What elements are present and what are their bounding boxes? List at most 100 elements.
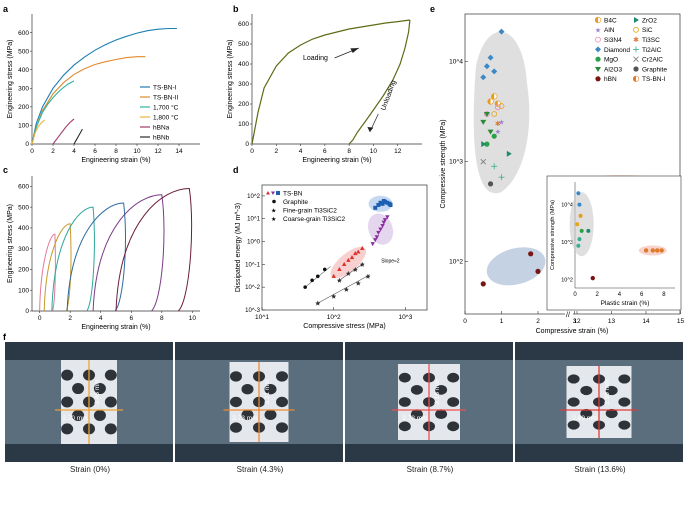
point-open [498, 103, 505, 109]
legend-label-3: Diamond [604, 47, 630, 54]
x-tick-label: 8 [160, 315, 164, 322]
specimen-hole [435, 409, 448, 420]
point-circle [491, 133, 497, 139]
annotation-slope-1: Slope≈2 [381, 259, 400, 265]
specimen-hole [104, 396, 117, 408]
loop-0 [39, 233, 56, 312]
point-cross [480, 158, 487, 165]
specimen-hole [264, 384, 277, 395]
x-tick-label: 13 [608, 318, 616, 325]
inset-point-6 [577, 237, 582, 242]
axis-break-mark: // [566, 312, 570, 319]
point-star [343, 286, 349, 292]
photo-bottom-plate-0 [5, 444, 173, 462]
legend-label-6: hBN [604, 76, 617, 83]
specimen-hole [276, 396, 289, 408]
y-tick-label: 10^0 [247, 240, 260, 246]
specimen-hole [264, 409, 277, 420]
loop-2 [51, 206, 95, 312]
legend-label-0: B4C [604, 17, 617, 24]
inset-point-4 [579, 228, 584, 233]
x-tick-label: 6 [129, 315, 133, 322]
x-tick-label: 12 [573, 318, 581, 325]
point-triangle [360, 245, 365, 251]
specimen-hole [241, 384, 254, 395]
point-star: ★ [595, 26, 601, 34]
point-triangle-down [382, 218, 388, 223]
point-triangle-down [373, 238, 378, 243]
x-tick-label: 0 [38, 315, 42, 322]
x-axis-label: Engineering strain (%) [81, 324, 150, 331]
point-star: ★ [495, 128, 501, 136]
point-open [491, 111, 498, 117]
inset-x-axis-label: Plastic strain (%) [601, 300, 650, 307]
y-axis-label: Compressive strength (MPa) [440, 119, 447, 208]
y-tick-label: 500 [18, 204, 29, 211]
point-triangle-down [480, 119, 487, 125]
specimen-hole [398, 421, 411, 432]
point-star: ★ [498, 118, 504, 126]
specimen-hole [61, 369, 74, 381]
inset-point-7 [576, 243, 581, 248]
point-triangle [356, 249, 361, 254]
point-square [388, 202, 393, 207]
specimen-hole [93, 383, 106, 395]
specimen-hole [398, 397, 411, 407]
panel-label-e: e [430, 4, 435, 14]
point-star [352, 266, 358, 272]
y-tick-label: 500 [18, 48, 29, 55]
guide-line-coarse [317, 274, 371, 304]
specimen-hole [435, 384, 448, 395]
legend-label-1: Graphite [283, 199, 308, 206]
y-tick-label: 0 [245, 141, 249, 148]
specimen-hole [104, 423, 117, 435]
y-axis-label: Engineering stress (MPa) [7, 40, 14, 119]
point-triangle-down [385, 215, 390, 220]
y-tick-label: 400 [18, 67, 29, 74]
arrow-head-loading [350, 48, 359, 53]
legend-marker: ★ [271, 208, 276, 215]
series-line-2 [31, 80, 75, 145]
point-square [378, 200, 383, 205]
y-tick-label: 600 [18, 184, 29, 191]
point-diamond [487, 54, 494, 61]
legend-label-10: Ti2AlC [642, 47, 662, 54]
specimen-hole [229, 396, 242, 408]
specimen-hole [72, 383, 85, 395]
specimen-hole [410, 384, 423, 395]
panel-b-chart: 0 2 4 6 8 10 12 0 100 200 300 400 500 600 Engineering … [227, 14, 422, 164]
legend-label-1: AlN [604, 27, 615, 34]
point-star [336, 277, 342, 283]
inset-y-tick-label: 10^2 [561, 278, 573, 284]
point-triangle-right [506, 150, 512, 157]
panel-label-c: c [3, 165, 8, 175]
x-axis-label: Engineering strain (%) [302, 157, 371, 164]
y-tick-label: 600 [18, 30, 29, 37]
point-open [595, 36, 601, 43]
point-square [376, 202, 381, 207]
point-circle [480, 281, 486, 287]
point-star [359, 261, 365, 267]
legend-label-2: Si3N4 [604, 37, 622, 44]
legend-label-0: TS-BN [283, 190, 303, 197]
legend-label-5: Al2O3 [604, 66, 622, 73]
point-circle [322, 267, 327, 272]
y-tick-label: 10^2 [247, 194, 260, 200]
x-tick-label: 6 [323, 148, 327, 155]
point-triangle [331, 273, 336, 278]
legend-marker [272, 199, 276, 204]
specimen-hole [241, 409, 254, 420]
x-tick-label: 10 [133, 148, 141, 155]
legend-label-5: hBNb [153, 134, 170, 141]
point-half [633, 76, 636, 82]
specimen-hole [447, 372, 460, 383]
point-star [345, 270, 351, 276]
inset-y-tick-label: 10^4 [561, 203, 573, 209]
point-triangle-down [374, 235, 380, 240]
height-label-2: 3.16 mm [434, 379, 441, 404]
x-axis-label: Compressive stress (MPa) [303, 323, 385, 330]
point-star [355, 280, 361, 286]
x-tick-label: 12 [394, 148, 402, 155]
width-label-0: 2.70 mm [62, 415, 87, 422]
